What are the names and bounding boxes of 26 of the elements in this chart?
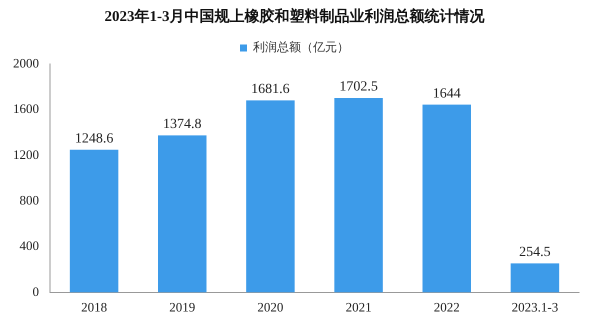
data-label: 1374.8: [163, 117, 202, 132]
data-label: 1681.6: [251, 82, 290, 98]
y-tick-label: 400: [20, 238, 39, 254]
bar: [510, 263, 560, 292]
y-tick-label: 2000: [13, 55, 39, 70]
bar: [70, 150, 118, 292]
y-tick-label: 1200: [13, 146, 39, 162]
bar: [158, 135, 206, 292]
x-tick-label: 2021: [346, 300, 372, 315]
y-tick-label: 0: [32, 284, 39, 299]
bar: [334, 98, 383, 292]
data-label: 1644: [432, 86, 461, 102]
bar: [246, 100, 295, 292]
data-label: 1248.6: [74, 131, 114, 146]
chart-title: 2023年1-3月中国规上橡胶和塑料制品业利润总额统计情况: [104, 6, 486, 25]
x-tick-label: 2020: [257, 300, 284, 315]
x-tick-label: 2019: [169, 300, 196, 315]
x-tick-label: 2023.1-3: [512, 300, 558, 315]
y-tick-label: 800: [20, 192, 39, 208]
x-tick-label: 2018: [81, 300, 108, 315]
data-label: 1702.5: [339, 80, 378, 95]
data-label: 254.5: [519, 245, 551, 260]
y-tick-label: 1600: [13, 101, 39, 116]
bar: [422, 104, 471, 292]
legend-label: 利润总额（亿元）: [253, 40, 349, 54]
x-tick-label: 2022: [434, 300, 460, 315]
